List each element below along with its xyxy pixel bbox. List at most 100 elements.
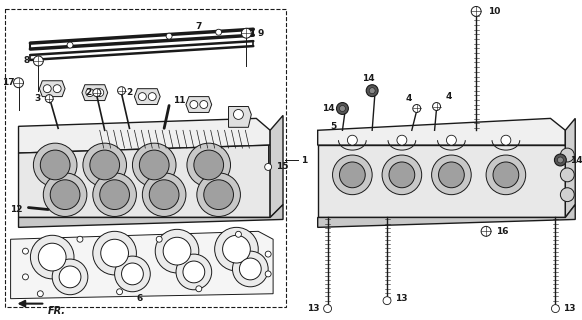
Circle shape — [383, 297, 391, 305]
Circle shape — [216, 29, 222, 35]
Circle shape — [100, 180, 129, 210]
Text: 14: 14 — [362, 74, 374, 83]
Text: 5: 5 — [331, 122, 336, 131]
Circle shape — [555, 154, 566, 166]
Polygon shape — [318, 145, 565, 218]
Circle shape — [432, 102, 441, 110]
Circle shape — [118, 87, 126, 95]
Circle shape — [486, 155, 526, 195]
Circle shape — [560, 188, 574, 202]
Circle shape — [166, 33, 172, 39]
Text: 13: 13 — [563, 304, 576, 313]
Circle shape — [43, 173, 87, 216]
Text: 16: 16 — [496, 227, 508, 236]
Text: 3: 3 — [34, 94, 41, 103]
Text: 17: 17 — [2, 78, 15, 87]
Text: 12: 12 — [10, 205, 23, 214]
Circle shape — [339, 162, 365, 188]
Circle shape — [242, 28, 251, 38]
Circle shape — [40, 150, 70, 180]
Circle shape — [163, 237, 191, 265]
Circle shape — [115, 256, 150, 292]
Text: 15: 15 — [276, 163, 288, 172]
Circle shape — [397, 135, 407, 145]
Circle shape — [59, 266, 81, 288]
Circle shape — [324, 305, 332, 313]
Circle shape — [558, 157, 563, 163]
Circle shape — [501, 135, 511, 145]
Circle shape — [45, 95, 53, 102]
Circle shape — [155, 229, 199, 273]
Circle shape — [33, 56, 43, 66]
Circle shape — [30, 235, 74, 279]
Text: 1: 1 — [301, 156, 307, 165]
Text: FR.: FR. — [48, 306, 66, 316]
Text: 14: 14 — [322, 104, 335, 113]
Circle shape — [139, 150, 169, 180]
Circle shape — [150, 180, 179, 210]
Text: 9: 9 — [257, 29, 264, 38]
Circle shape — [471, 6, 481, 16]
Circle shape — [23, 274, 29, 280]
Polygon shape — [186, 97, 212, 112]
Text: 13: 13 — [395, 294, 407, 303]
Circle shape — [481, 226, 491, 236]
Circle shape — [222, 235, 250, 263]
Circle shape — [101, 239, 129, 267]
Polygon shape — [19, 204, 283, 228]
Circle shape — [93, 231, 136, 275]
Polygon shape — [10, 231, 273, 299]
Bar — [5, 9, 286, 307]
Text: 10: 10 — [488, 7, 500, 16]
Circle shape — [23, 248, 29, 254]
Circle shape — [236, 231, 242, 237]
Circle shape — [413, 105, 421, 112]
Circle shape — [37, 291, 43, 297]
Polygon shape — [270, 116, 283, 218]
Circle shape — [90, 150, 119, 180]
Circle shape — [265, 271, 271, 277]
Circle shape — [432, 155, 471, 195]
Text: 2: 2 — [126, 88, 133, 97]
Text: 13: 13 — [307, 304, 320, 313]
Circle shape — [194, 150, 223, 180]
Circle shape — [552, 305, 559, 313]
Circle shape — [339, 106, 346, 111]
Circle shape — [232, 251, 268, 287]
Circle shape — [239, 258, 261, 280]
Circle shape — [86, 89, 94, 97]
Polygon shape — [19, 145, 270, 218]
Polygon shape — [19, 118, 270, 153]
Circle shape — [176, 254, 212, 290]
Text: 14: 14 — [570, 156, 582, 164]
Circle shape — [336, 102, 349, 115]
Circle shape — [438, 162, 464, 188]
Circle shape — [215, 228, 258, 271]
Circle shape — [93, 89, 101, 97]
Circle shape — [204, 180, 233, 210]
Circle shape — [265, 164, 272, 171]
Circle shape — [13, 78, 23, 88]
Circle shape — [116, 289, 123, 295]
Circle shape — [139, 92, 146, 100]
Circle shape — [96, 89, 104, 97]
Circle shape — [67, 42, 73, 48]
Circle shape — [83, 143, 126, 187]
Circle shape — [197, 173, 240, 216]
Circle shape — [389, 162, 415, 188]
Polygon shape — [318, 118, 565, 145]
Circle shape — [382, 155, 422, 195]
Polygon shape — [134, 89, 160, 105]
Text: 4: 4 — [406, 94, 412, 103]
Circle shape — [148, 92, 156, 100]
Circle shape — [93, 173, 136, 216]
Circle shape — [53, 85, 61, 92]
Text: 11: 11 — [173, 96, 185, 105]
Circle shape — [196, 286, 202, 292]
Circle shape — [190, 100, 198, 108]
Polygon shape — [318, 204, 575, 228]
Circle shape — [187, 143, 230, 187]
Text: 7: 7 — [196, 22, 202, 31]
Polygon shape — [229, 107, 251, 127]
Circle shape — [183, 261, 205, 283]
